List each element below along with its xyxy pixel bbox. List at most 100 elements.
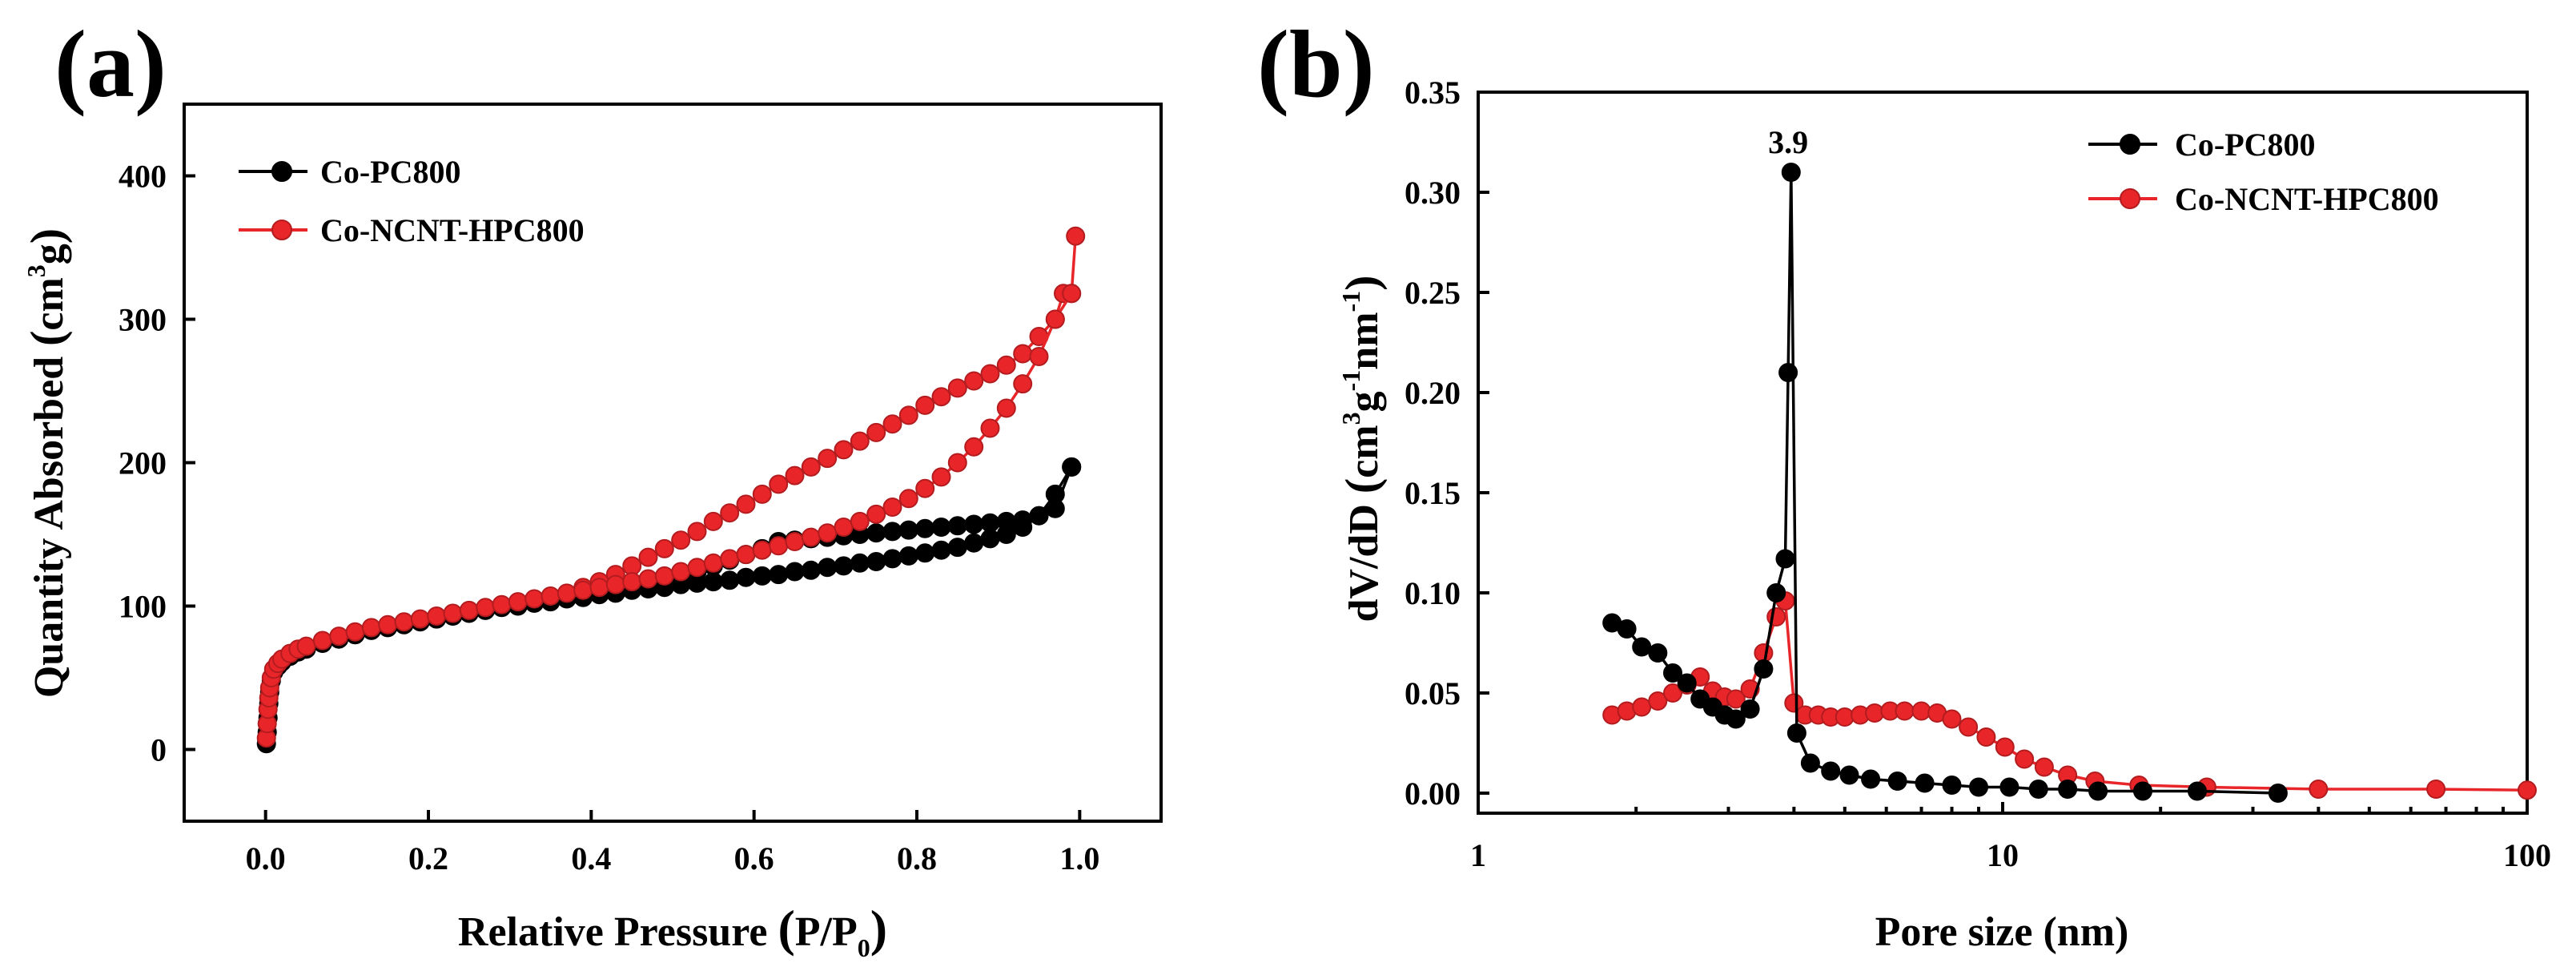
point-co-ncnt-hpc800	[1784, 693, 1804, 713]
point-co-ncnt-hpc800	[818, 449, 838, 469]
point-co-pc800	[2133, 781, 2152, 801]
point-co-ncnt-hpc800	[801, 527, 821, 547]
point-co-pc800	[1969, 777, 1988, 797]
panel-a-series	[256, 226, 1086, 754]
line-co-pc800-adsorption	[264, 465, 1073, 744]
point-co-pc800	[1915, 773, 1935, 793]
line-co-ncnt-hpc800-adsorption	[264, 292, 1073, 739]
point-co-ncnt-hpc800	[1648, 691, 1668, 711]
point-co-pc800	[980, 529, 1000, 549]
point-co-ncnt-hpc800	[947, 453, 967, 473]
legend-label-co-pc800: Co-PC800	[2175, 127, 2316, 163]
point-co-ncnt-hpc800	[752, 484, 772, 504]
panel-a-x-tick-label: 0.4	[571, 840, 611, 876]
point-co-ncnt-hpc800	[915, 395, 935, 415]
point-co-ncnt-hpc800	[296, 636, 316, 656]
panel-b-y-tick-label: 0.35	[1405, 75, 1461, 111]
point-co-ncnt-hpc800	[329, 626, 349, 647]
panel-a-y-axis-title: Quantity Absorbed (cm3g)	[21, 228, 73, 698]
panel-b-x-tick-label: 10	[1987, 837, 2019, 873]
point-co-ncnt-hpc800	[720, 503, 740, 523]
panel-b-y-axis: 0.00 0.05 0.10 0.15 0.20 0.25 0.30 0.35	[1405, 75, 1489, 812]
panel-a-x-tick-label: 1.0	[1059, 840, 1099, 876]
point-co-ncnt-hpc800	[866, 422, 886, 442]
legend-label-co-ncnt-hpc800: Co-NCNT-HPC800	[320, 212, 585, 248]
point-co-pc800	[1861, 769, 1881, 789]
point-co-ncnt-hpc800	[882, 414, 902, 434]
panel-b-chart: (b) 1 10 100 0.000.050.100.150.200.250.300…	[1257, 10, 2551, 955]
point-co-pc800	[1821, 761, 1841, 781]
point-co-ncnt-hpc800	[671, 562, 691, 582]
point-co-ncnt-hpc800	[573, 580, 593, 600]
point-co-ncnt-hpc800	[1632, 697, 1652, 717]
point-co-ncnt-hpc800	[557, 583, 577, 603]
point-co-pc800	[882, 549, 902, 569]
panel-a-x-axis: 0.0 0.2 0.4 0.6 0.8 1.0	[246, 810, 1099, 876]
point-co-pc800	[866, 552, 886, 571]
legend-marker-co-pc800	[271, 161, 292, 182]
point-co-ncnt-hpc800	[1976, 727, 1996, 747]
point-co-pc800	[866, 523, 886, 543]
point-co-ncnt-hpc800	[345, 622, 365, 642]
point-co-pc800	[2268, 784, 2288, 803]
point-co-ncnt-hpc800	[703, 511, 723, 531]
point-co-pc800	[947, 538, 967, 558]
point-co-ncnt-hpc800	[394, 612, 414, 632]
point-co-ncnt-hpc800	[703, 553, 723, 573]
point-co-pc800	[1029, 506, 1049, 526]
point-co-ncnt-hpc800	[882, 498, 902, 517]
point-co-ncnt-hpc800	[524, 589, 545, 609]
panel-b-y-tick-label: 0.25	[1405, 275, 1461, 311]
point-co-pc800	[1617, 619, 1637, 639]
point-co-ncnt-hpc800	[996, 398, 1016, 418]
point-co-ncnt-hpc800	[671, 530, 691, 550]
legend-label-co-pc800: Co-PC800	[320, 154, 461, 190]
point-co-pc800	[2088, 781, 2108, 801]
point-co-ncnt-hpc800	[980, 364, 1000, 384]
panel-a-chart: (a) 0.0 0.2 0.4 0.6 0.8 1.0 0 100 200 300 400 Co-…	[21, 10, 1163, 962]
point-co-pc800	[2058, 780, 2078, 799]
point-co-ncnt-hpc800	[964, 371, 984, 391]
point-co-ncnt-hpc800	[687, 522, 707, 542]
point-co-ncnt-hpc800	[1959, 717, 1979, 737]
point-co-ncnt-hpc800	[898, 489, 918, 509]
point-co-pc800	[964, 514, 984, 534]
point-co-pc800	[703, 572, 723, 592]
point-co-ncnt-hpc800	[1942, 709, 1962, 729]
point-co-ncnt-hpc800	[622, 572, 642, 592]
point-co-pc800	[1632, 637, 1652, 657]
point-co-ncnt-hpc800	[1029, 347, 1049, 366]
point-co-ncnt-hpc800	[638, 547, 658, 567]
panel-a-y-tick-label: 400	[119, 159, 167, 195]
point-co-pc800	[1754, 659, 1774, 679]
point-co-ncnt-hpc800	[1013, 344, 1033, 364]
point-co-ncnt-hpc800	[1726, 689, 1746, 709]
series-co-ncnt-hpc800	[1602, 591, 2537, 800]
point-co-ncnt-hpc800	[769, 536, 789, 556]
panel-b-y-tick-label: 0.00	[1405, 776, 1461, 812]
point-co-ncnt-hpc800	[915, 478, 935, 498]
panel-b-y-tick-label: 0.20	[1405, 375, 1461, 411]
point-co-ncnt-hpc800	[1754, 643, 1774, 663]
panel-a-y-axis: 0 100 200 300 400	[119, 159, 195, 768]
point-co-ncnt-hpc800	[492, 594, 512, 614]
point-co-ncnt-hpc800	[1995, 737, 2015, 757]
point-co-ncnt-hpc800	[964, 437, 984, 457]
point-co-ncnt-hpc800	[378, 614, 398, 635]
panel-b-x-axis: 1 10 100	[1470, 802, 2551, 873]
panel-a-y-tick-label: 200	[119, 445, 167, 481]
point-co-pc800	[720, 570, 740, 590]
point-co-ncnt-hpc800	[443, 603, 463, 623]
point-co-pc800	[801, 560, 821, 580]
panel-a-y-tick-label: 0	[151, 732, 167, 768]
panel-a-x-tick-label: 0.2	[408, 840, 448, 876]
point-co-ncnt-hpc800	[1895, 701, 1915, 721]
point-co-pc800	[1045, 484, 1065, 504]
point-co-ncnt-hpc800	[1663, 683, 1682, 703]
panel-b-label: (b)	[1257, 10, 1375, 117]
point-co-pc800	[947, 516, 967, 536]
point-co-ncnt-hpc800	[476, 598, 496, 618]
point-co-pc800	[1786, 723, 1806, 743]
point-co-pc800	[1781, 163, 1801, 182]
panel-a-x-tick-label: 0.0	[246, 840, 286, 876]
